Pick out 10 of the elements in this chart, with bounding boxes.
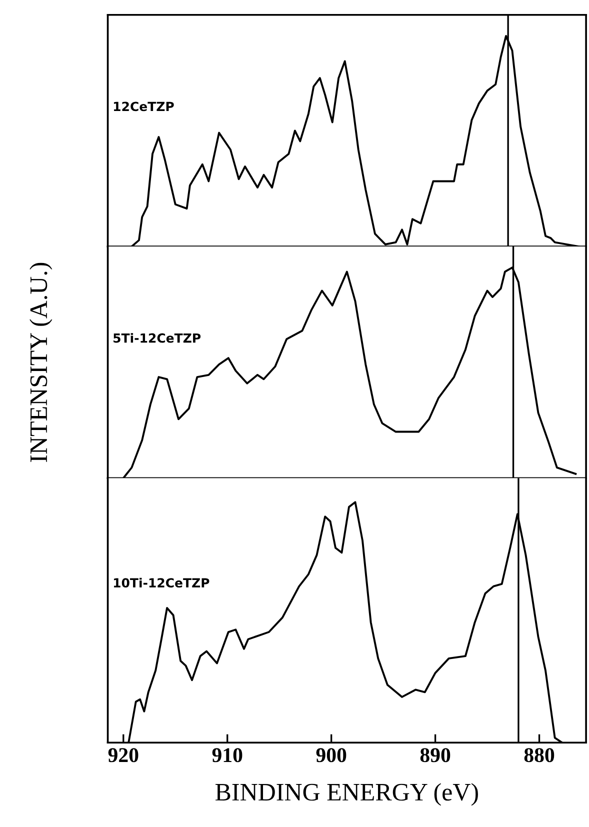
x-tick-label: 900 — [316, 748, 346, 762]
x-tick-label: 890 — [420, 748, 450, 762]
x-tick-label: 910 — [212, 748, 242, 762]
text: 5Ti-12CeTZP — [114, 333, 201, 343]
text: 10Ti-12CeTZP — [114, 578, 210, 588]
y-axis-title: INTENSITY (A.U.) — [30, 262, 52, 462]
x-tick-label: 920 — [108, 748, 138, 762]
text: 12CeTZP — [114, 102, 174, 112]
x-tick-label: 880 — [524, 748, 554, 762]
x-axis-title: BINDING ENERGY (eV) — [215, 783, 478, 806]
